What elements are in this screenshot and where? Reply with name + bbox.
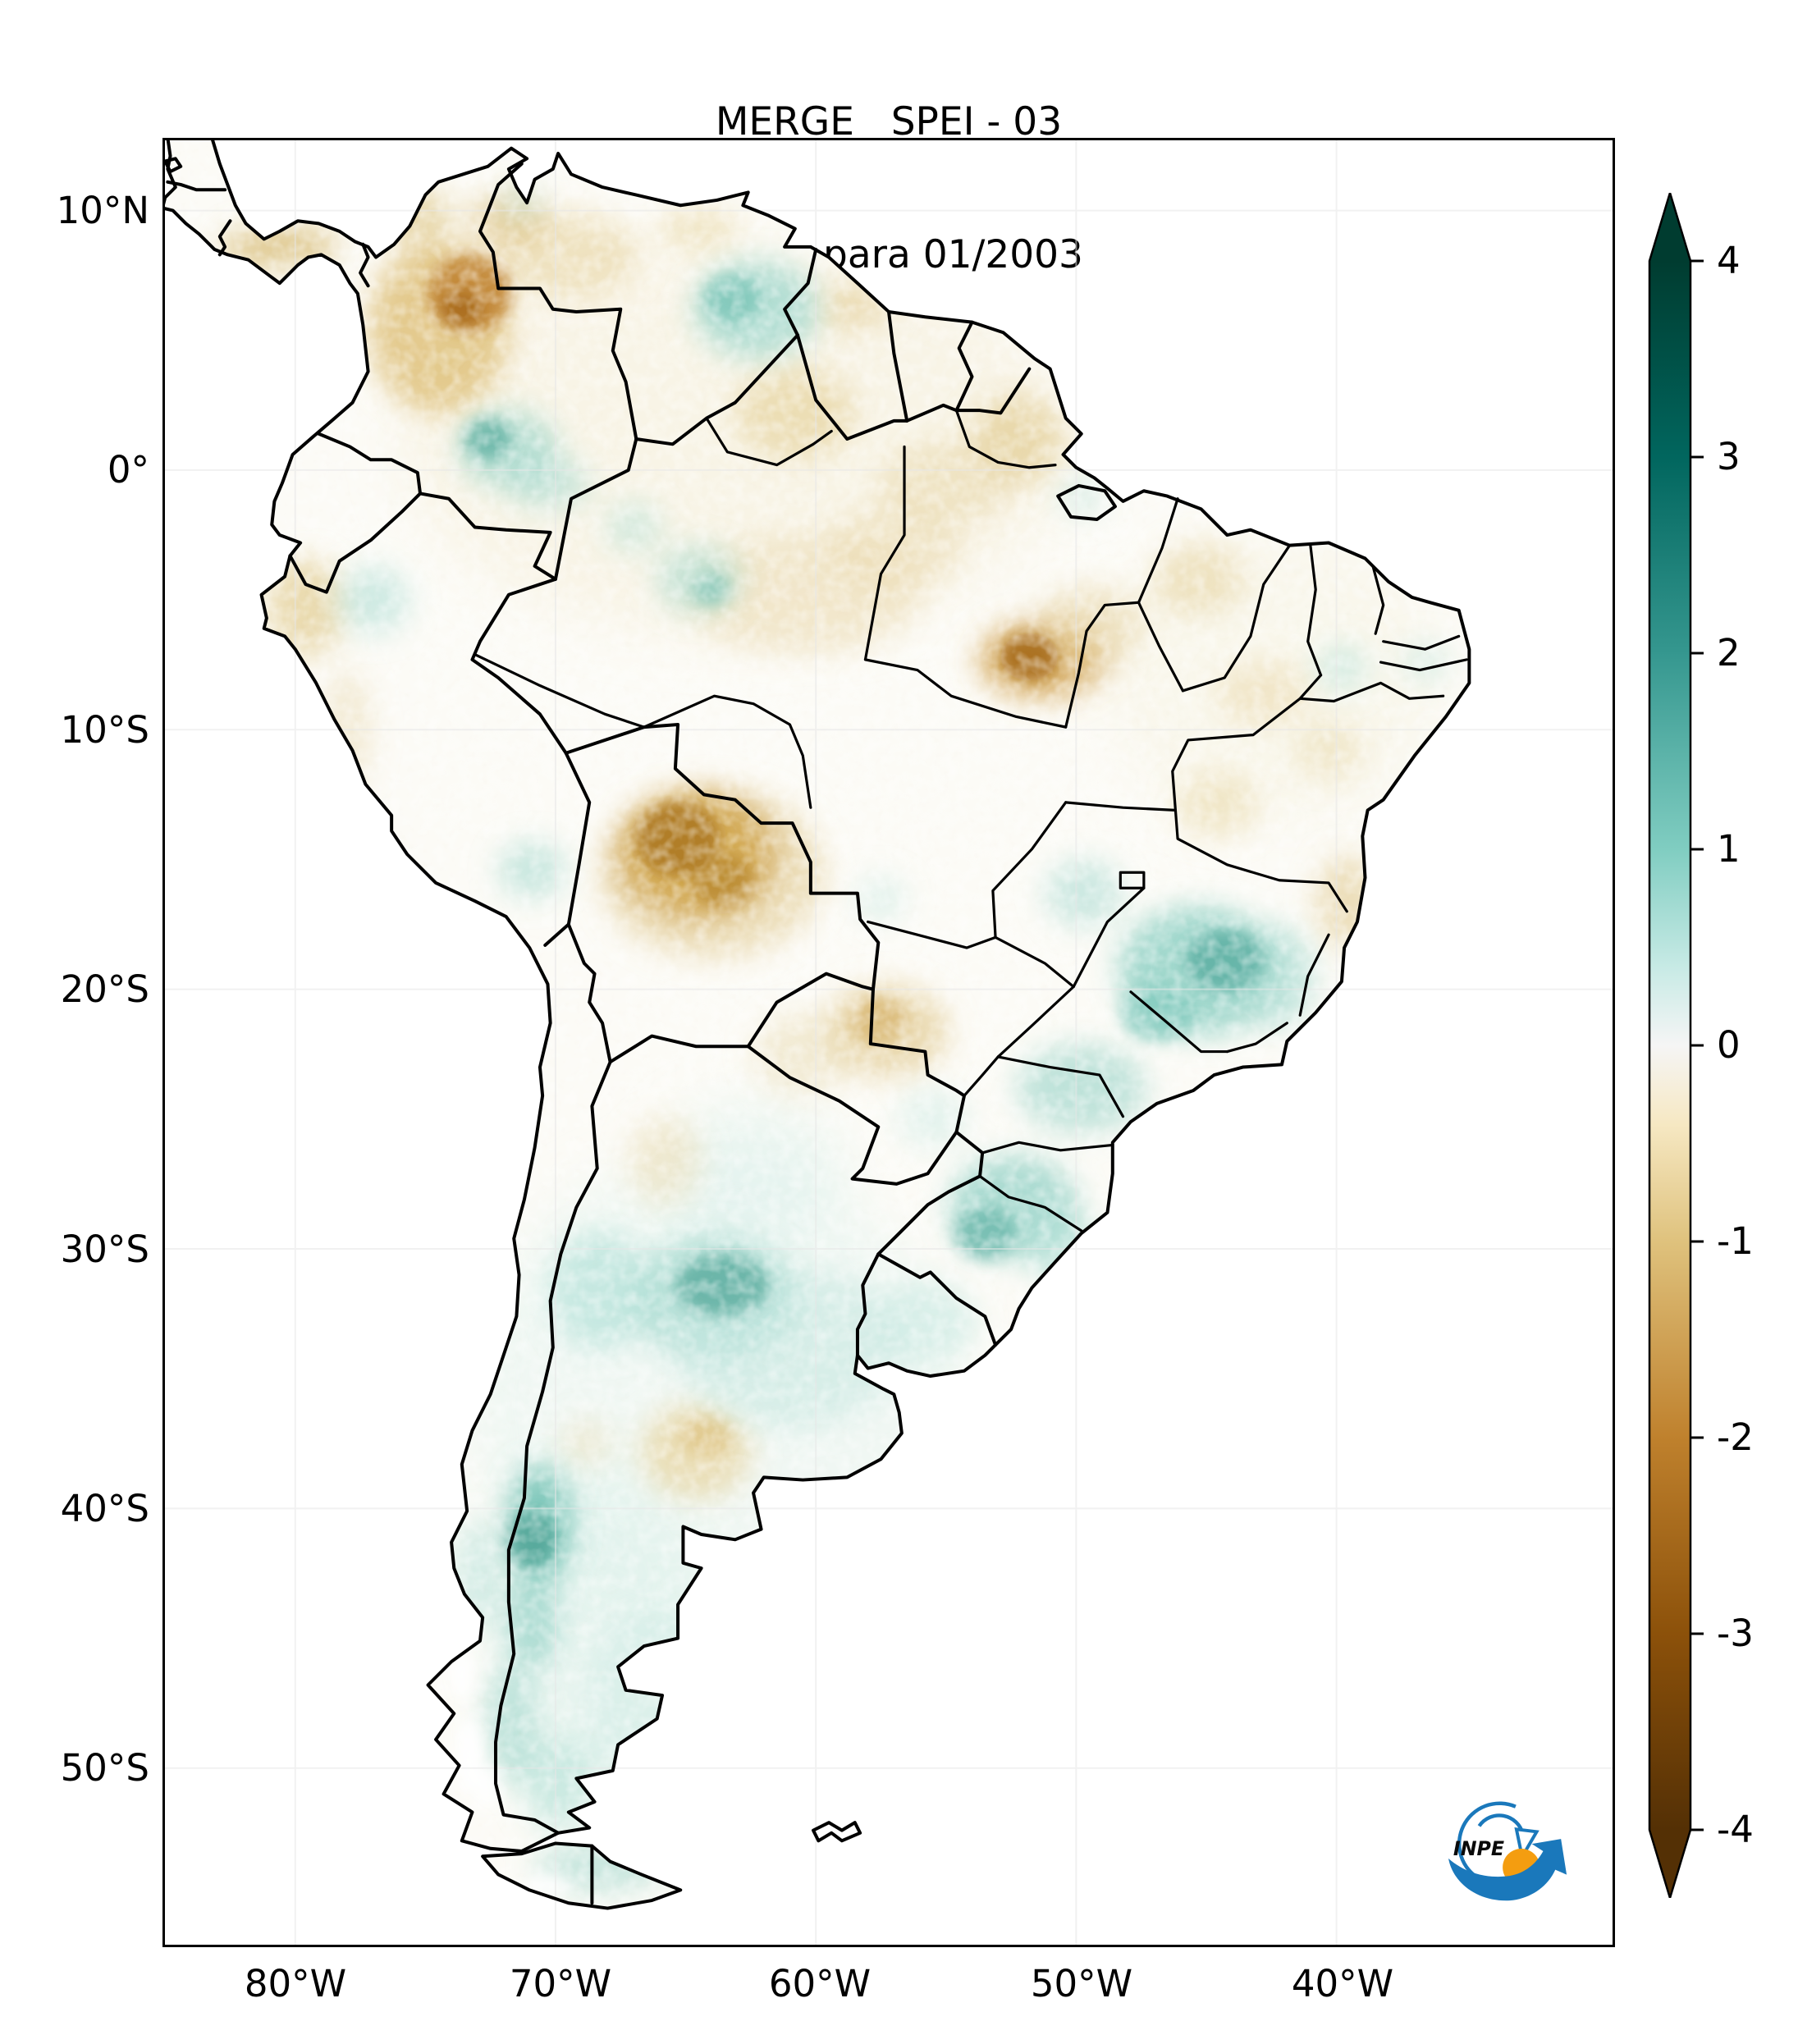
colorbar-label-1: 1 xyxy=(1717,827,1741,871)
figure-title: MERGE SPEI - 03 xyxy=(715,99,1063,144)
colorbar xyxy=(1648,193,1704,1898)
colorbar-label-m3: -3 xyxy=(1717,1612,1754,1655)
lon-tick-label-50w: 50°W xyxy=(1030,1962,1133,2005)
inpe-logo: INPE xyxy=(1448,1801,1567,1901)
lat-tick-label-10s: 10°S xyxy=(60,708,149,752)
colorbar-label-m2: -2 xyxy=(1717,1415,1754,1459)
south-america-map xyxy=(162,138,1615,1947)
lon-tick-label-60w: 60°W xyxy=(768,1962,872,2005)
coastline xyxy=(162,138,1469,1909)
colorbar-label-3: 3 xyxy=(1717,435,1741,478)
lat-tick-label-50s: 50°S xyxy=(60,1746,149,1790)
colorbar-label-4: 4 xyxy=(1717,239,1741,282)
lat-tick-label-20s: 20°S xyxy=(60,967,149,1011)
lat-tick-label-0: 0° xyxy=(107,448,149,492)
lat-tick-label-10n: 10°N xyxy=(56,189,149,232)
colorbar-label-m1: -1 xyxy=(1717,1219,1754,1263)
lat-tick-label-30s: 30°S xyxy=(60,1228,149,1271)
spei-raster xyxy=(162,138,1470,1909)
inpe-logo-text: INPE xyxy=(1453,1837,1504,1860)
ice-field-gaps xyxy=(448,1651,572,1895)
up-arrow-icon xyxy=(1448,1839,1567,1901)
lon-tick-label-80w: 80°W xyxy=(244,1962,347,2005)
colorbar-gradient-bar xyxy=(1648,193,1692,1898)
inpe-logo-swirl xyxy=(1448,1801,1567,1901)
state-borders xyxy=(475,410,1467,1231)
colorbar-label-0: 0 xyxy=(1717,1023,1741,1067)
colorbar-label-m4: -4 xyxy=(1717,1808,1754,1851)
lon-tick-label-40w: 40°W xyxy=(1291,1962,1394,2005)
colorbar-label-2: 2 xyxy=(1717,631,1741,674)
lon-tick-label-70w: 70°W xyxy=(509,1962,612,2005)
country-borders xyxy=(165,158,1029,1903)
lat-tick-label-40s: 40°S xyxy=(60,1487,149,1530)
colorbar-ticks xyxy=(1690,259,1704,1831)
